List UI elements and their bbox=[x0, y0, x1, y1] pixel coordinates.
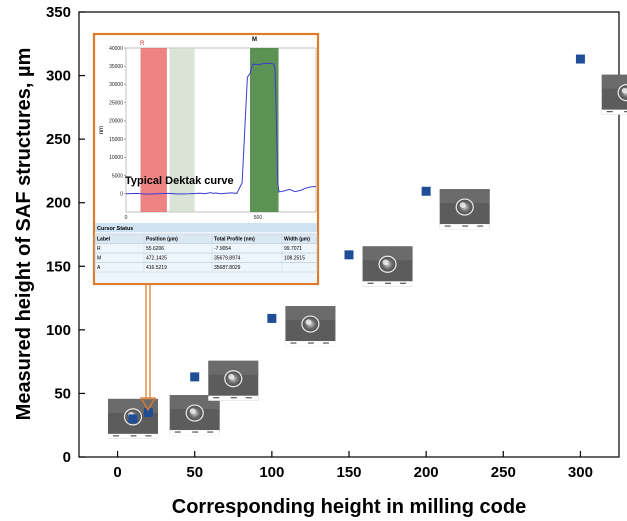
table-header-cell: Position (µm) bbox=[146, 237, 178, 243]
table-header-cell: Width (µm) bbox=[284, 237, 310, 243]
y-tick-label: 50 bbox=[54, 385, 71, 402]
inset-y-tick-label: 25000 bbox=[109, 100, 123, 106]
x-tick-label: 250 bbox=[491, 464, 516, 481]
inset-y-ticks: 0 5000 10000 15000 20000 25000 30000 35000 40000 bbox=[109, 46, 126, 198]
inset-y-tick-label: 0 bbox=[120, 192, 123, 198]
inset-y-tick-label: 5000 bbox=[112, 173, 123, 179]
table-cell: 472.1425 bbox=[146, 256, 167, 262]
data-point bbox=[267, 313, 277, 323]
inset-bands bbox=[140, 48, 279, 212]
y-axis-ticks: 0 50 100 150 200 250 300 350 bbox=[46, 4, 85, 466]
table-cell: A bbox=[97, 265, 101, 271]
data-markers bbox=[128, 54, 585, 424]
inset-y-tick-label: 30000 bbox=[109, 82, 123, 88]
sem-image bbox=[601, 74, 627, 115]
inset-x-tick-label: 500 bbox=[254, 215, 263, 221]
x-tick-label: 50 bbox=[186, 464, 203, 481]
inset-y-tick-label: 10000 bbox=[109, 155, 123, 161]
sem-image bbox=[208, 360, 259, 401]
table-header-cell: Total Profile (nm) bbox=[214, 237, 255, 243]
table-cell: M bbox=[97, 256, 101, 262]
x-tick-label: 200 bbox=[414, 464, 439, 481]
sem-images bbox=[108, 74, 627, 439]
dektak-profile-line bbox=[125, 62, 317, 195]
inset-x-ticks: 0 500 bbox=[125, 215, 263, 221]
band-light bbox=[169, 48, 195, 212]
measurement-band bbox=[250, 48, 279, 212]
table-cell: 108.2515 bbox=[284, 256, 305, 262]
inset-y-tick-label: 40000 bbox=[109, 46, 123, 52]
table-cell: 35687.8029 bbox=[214, 265, 241, 271]
y-tick-label: 0 bbox=[63, 449, 71, 466]
table-cell: 99.7071 bbox=[284, 246, 302, 252]
y-axis-title: Measured height of SAF structures, µm bbox=[13, 48, 35, 421]
cursor-status-titlebar bbox=[95, 223, 317, 232]
data-point bbox=[344, 250, 354, 260]
inset-panel: 0500010000150002000025000300003500040000… bbox=[92, 32, 320, 286]
sem-image bbox=[439, 189, 490, 230]
y-tick-label: 100 bbox=[46, 322, 71, 339]
inset-y-tick-label: 15000 bbox=[109, 137, 123, 143]
data-point bbox=[128, 414, 138, 424]
cursor-status-table: Label Position (µm) Total Profile (nm) Widt… bbox=[94, 233, 318, 273]
y-tick-label: 250 bbox=[46, 131, 71, 148]
x-axis-title: Corresponding height in milling code bbox=[172, 496, 526, 518]
data-point bbox=[575, 54, 585, 64]
inset-pointer-arrow bbox=[139, 285, 157, 412]
sem-image bbox=[362, 246, 413, 287]
cursor-status-title: Cursor Status bbox=[97, 226, 133, 232]
y-tick-label: 300 bbox=[46, 68, 71, 85]
inset-y-tick-label: 20000 bbox=[109, 119, 123, 125]
data-point bbox=[143, 408, 153, 417]
inset-y-unit: nm bbox=[99, 126, 105, 134]
sem-image bbox=[169, 395, 220, 436]
x-axis-ticks: 0 50 100 150 200 250 300 bbox=[113, 451, 593, 481]
table-header-cell: Label bbox=[97, 237, 111, 243]
y-tick-label: 350 bbox=[46, 4, 71, 21]
data-point bbox=[421, 186, 431, 196]
sem-image bbox=[108, 398, 158, 439]
x-tick-label: 300 bbox=[568, 464, 593, 481]
table-cell: 35679.8974 bbox=[214, 256, 241, 262]
x-tick-label: 0 bbox=[113, 464, 121, 481]
y-tick-label: 200 bbox=[46, 195, 71, 212]
y-tick-label: 150 bbox=[46, 258, 71, 275]
sem-image bbox=[285, 306, 336, 347]
data-point bbox=[190, 372, 200, 382]
table-cell: R bbox=[97, 246, 101, 252]
inset-y-tick-label: 35000 bbox=[109, 64, 123, 70]
table-cell: 416.5219 bbox=[146, 265, 167, 271]
marker-m-label: M bbox=[252, 37, 257, 43]
reference-band bbox=[140, 48, 167, 212]
marker-r-label: R bbox=[140, 41, 145, 47]
x-tick-label: 150 bbox=[336, 464, 361, 481]
inset-caption: Typical Dektak curve bbox=[125, 175, 234, 187]
inset-x-tick-label: 0 bbox=[125, 215, 128, 221]
table-cell: -7.9054 bbox=[214, 246, 231, 252]
x-tick-label: 100 bbox=[259, 464, 284, 481]
table-cell: 55.6206 bbox=[146, 246, 164, 252]
